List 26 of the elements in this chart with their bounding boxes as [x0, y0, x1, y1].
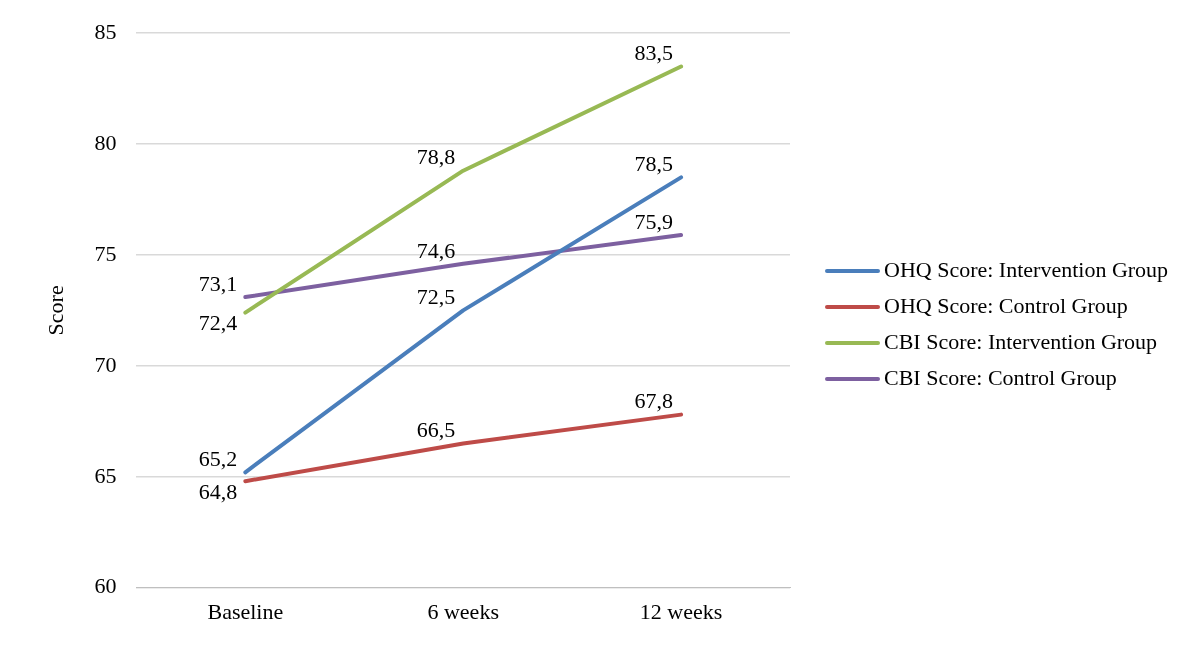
x-tick-label: 6 weeks [427, 598, 499, 624]
data-label: 65,2 [198, 446, 238, 472]
y-tick-label: 85 [94, 18, 117, 44]
legend-label: CBI Score: Control Group [884, 365, 1117, 391]
data-label: 83,5 [634, 40, 674, 66]
y-axis-title: Score [42, 285, 68, 336]
data-label: 73,1 [198, 270, 238, 296]
data-label: 64,8 [198, 478, 238, 504]
data-label: 66,5 [416, 417, 456, 443]
data-label: 78,5 [634, 151, 674, 177]
y-tick-label: 75 [94, 240, 117, 266]
data-label: 72,5 [416, 284, 456, 310]
x-tick-label: 12 weeks [639, 598, 723, 624]
x-tick-label: Baseline [207, 598, 284, 624]
y-tick-label: 80 [94, 129, 117, 155]
data-label: 67,8 [634, 388, 674, 414]
data-label: 78,8 [416, 144, 456, 170]
data-label: 72,4 [198, 310, 238, 336]
legend-label: OHQ Score: Intervention Group [884, 257, 1169, 283]
y-tick-label: 65 [94, 462, 117, 488]
data-label: 75,9 [634, 208, 674, 234]
y-tick-label: 70 [94, 351, 117, 377]
legend-label: OHQ Score: Control Group [884, 293, 1128, 319]
y-tick-label: 60 [94, 573, 117, 599]
legend-label: CBI Score: Intervention Group [884, 329, 1158, 355]
data-label: 74,6 [416, 237, 456, 263]
